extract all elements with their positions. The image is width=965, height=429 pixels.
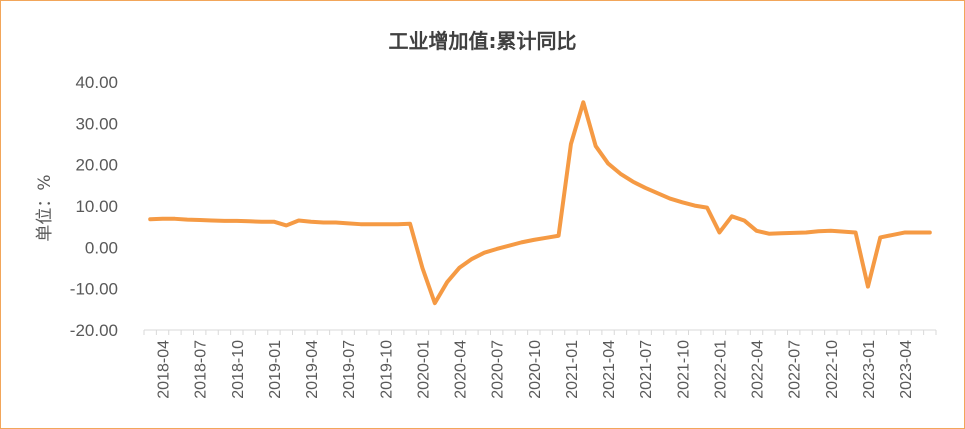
x-tick-label: 2020-07 [490,340,507,399]
y-tick-label: -20.00 [70,321,118,340]
x-tick-label: 2022-04 [750,340,767,399]
x-tick-label: 2021-07 [638,340,655,399]
x-tick-label: 2022-01 [712,340,729,399]
x-tick-label: 2023-01 [861,340,878,399]
y-tick-label: 40.00 [75,73,118,92]
y-tick-labels: -20.00 -10.00 0.00 10.00 20.00 30.00 40.00 [70,73,118,340]
y-tick-label: -10.00 [70,280,118,299]
x-tick-label: 2021-04 [601,340,618,399]
x-tick-label: 2019-07 [341,340,358,399]
x-tick-label: 2019-10 [378,340,395,399]
x-tick-label: 2020-10 [527,340,544,399]
x-tick-label: 2018-07 [193,340,210,399]
x-tick-label: 2019-01 [267,340,284,399]
y-tick-label: 20.00 [75,156,118,175]
y-tick-label: 30.00 [75,114,118,133]
chart-title: 工业增加值:累计同比 [388,29,577,53]
x-tick-label: 2020-04 [453,340,470,399]
x-tick-label: 2023-04 [898,340,915,399]
x-tick-label: 2018-10 [230,340,247,399]
x-axis [143,329,937,335]
x-tick-label: 2019-04 [304,340,321,399]
x-tick-label: 2020-01 [415,340,432,399]
y-tick-label: 10.00 [75,197,118,216]
y-axis-label: 单位：% [35,174,55,241]
x-tick-label: 2021-10 [675,340,692,399]
x-tick-labels: 2018-04 2018-07 2018-10 2019-01 2019-04 2019-… [156,340,916,399]
x-tick-label: 2021-01 [564,340,581,399]
x-tick-label: 2022-07 [787,340,804,399]
x-tick-label: 2022-10 [824,340,841,399]
series-line [148,100,932,306]
x-tick-label: 2018-04 [156,340,173,399]
y-tick-label: 0.00 [85,238,118,257]
